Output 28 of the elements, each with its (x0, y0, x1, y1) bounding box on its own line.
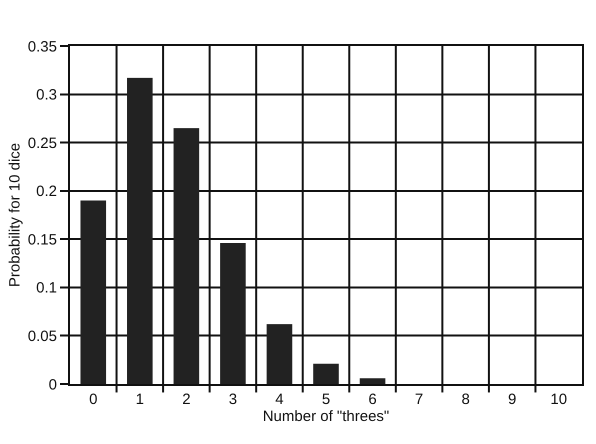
x-tick-label: 5 (322, 391, 330, 408)
y-tick-label: 0.15 (28, 231, 57, 248)
x-tick-label: 10 (550, 391, 568, 408)
x-tick-label: 9 (508, 391, 516, 408)
bar (266, 324, 292, 384)
y-tick-label: 0.35 (28, 38, 57, 56)
bar (80, 200, 106, 384)
x-axis-title: Number of "threes" (262, 408, 390, 425)
y-axis-title: Probability for 10 dice (6, 142, 24, 288)
x-tick-label: 6 (368, 391, 377, 408)
bar (220, 243, 246, 384)
bar (360, 378, 386, 384)
x-tick-label: 2 (182, 391, 191, 408)
y-tick-label: 0.25 (28, 134, 57, 152)
y-tick-label: 0.2 (36, 183, 57, 200)
y-tick-label: 0.3 (36, 86, 57, 104)
x-tick-label: 1 (136, 391, 144, 408)
y-tick-label: 0.05 (28, 328, 57, 345)
bar (313, 364, 339, 384)
y-tick-label: 0.1 (36, 280, 57, 297)
bar (174, 128, 200, 384)
x-tick-label: 4 (275, 391, 284, 408)
x-tick-label: 3 (228, 391, 238, 408)
x-tick-label: 7 (414, 391, 424, 408)
y-tick-label: 0 (48, 376, 57, 394)
x-tick-label: 8 (461, 391, 470, 408)
x-tick-label: 0 (89, 391, 98, 408)
bar (127, 78, 153, 384)
